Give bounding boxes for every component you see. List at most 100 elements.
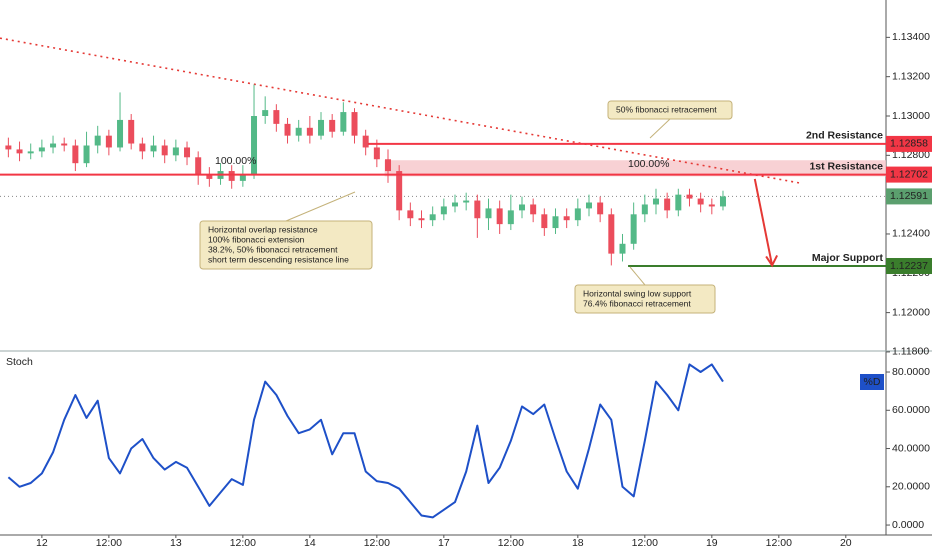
x-tick-label: 13 [170,537,182,549]
candle-body [440,206,447,215]
candle-body [105,135,112,148]
candle-body [262,110,269,116]
x-tick-label: 20 [840,537,852,549]
candle-body [195,157,202,175]
candle-body [150,145,157,152]
arrow-head [765,254,779,268]
candle-body [485,208,492,219]
candle-body [373,147,380,160]
candle-body [652,198,659,205]
annotation-pointer [629,266,646,286]
y-tick-label: 1.12400 [892,228,930,240]
level-price-box [886,135,932,152]
y-tick-label: 1.11800 [892,346,929,358]
level-name: 1st Resistance [809,160,883,172]
legend-label: %D [864,376,881,388]
candle-body [664,198,671,211]
annotation-text: 50% fibonacci retracement [616,104,717,114]
y-tick-label: 40.0000 [892,442,930,454]
resistance-zone [384,160,886,177]
candle-body [161,145,168,156]
candle-body [608,214,615,254]
y-tick-label: 20.0000 [892,481,930,493]
level-price-label: 1.12237 [890,260,928,272]
candle-body [284,123,291,136]
annotation-box [574,284,716,314]
y-tick-label: 1.13200 [892,70,930,82]
candle-body [686,194,693,199]
candle-body [362,135,369,148]
candle-body [518,204,525,211]
candle-body [585,202,592,209]
annotation-text: short term descending resistance line [208,254,349,264]
legend-box [860,374,884,390]
annotation-pointer [649,118,671,139]
candle-body [597,202,604,215]
annotation-box [607,100,733,120]
annotation-text: 76.4% fibonacci retracement [583,298,691,308]
price-plot [0,37,886,268]
candle-body [630,214,637,244]
candle-body [563,216,570,221]
candle-body [38,147,45,152]
panel-title: Stoch [6,356,33,368]
candle-body [306,127,313,136]
y-tick-label: 0.0000 [892,519,924,531]
level-name: 2nd Resistance [806,130,883,142]
candle-body [719,196,726,207]
candle-body [172,147,179,156]
x-tick-label: 12:00 [498,537,524,549]
candle-body [228,171,235,181]
y-tick-label: 1.12000 [892,306,930,318]
y-tick-label: 60.0000 [892,404,930,416]
candle-body [94,135,101,146]
candle-body [27,151,34,154]
candle-body [184,147,191,158]
x-tick-label: 12:00 [766,537,792,549]
candle-body [552,216,559,229]
y-tick-label: 1.13000 [892,110,930,122]
y-tick-label: 1.13400 [892,31,930,43]
x-tick-label: 17 [438,537,450,549]
x-tick-label: 18 [572,537,584,549]
candle-body [697,198,704,205]
level-name: Major Support [812,252,884,264]
candle-body [139,143,146,152]
y-tick-label: 80.0000 [892,366,930,378]
candle-body [50,143,57,148]
last-price-label: 1.12591 [890,190,928,202]
candle-body [641,204,648,215]
candle-body [574,208,581,221]
candle-body [507,210,514,225]
candle-body [340,112,347,132]
level-price-box [886,258,932,275]
candle-body [206,174,213,179]
candle-body [5,145,12,150]
x-tick-label: 14 [304,537,316,549]
fib-label: 100.00% [628,158,669,170]
level-price-label: 1.12858 [890,138,928,150]
annotation-text: 100% fibonacci extension [208,234,305,244]
annotation-pointer [285,191,356,222]
candle-body [239,174,246,181]
arrow-shaft [753,178,774,266]
candle-body [452,202,459,207]
candle-body [541,214,548,229]
candle-body [407,210,414,219]
x-tick-label: 19 [706,537,718,549]
candle-body [675,194,682,211]
level-price-box [886,166,932,183]
last-price-box [886,188,932,205]
candle-body [273,110,280,124]
annotation-text: 38.2%, 50% fibonacci retracement [208,244,338,254]
candle-body [396,171,403,211]
x-tick-label: 12 [36,537,48,549]
y-tick-label: 1.12800 [892,149,930,161]
x-tick-label: 12:00 [96,537,122,549]
candle-body [351,112,358,136]
candle-body [496,208,503,225]
annotation-text: Horizontal overlap resistance [208,224,318,234]
candle-body [318,119,325,136]
